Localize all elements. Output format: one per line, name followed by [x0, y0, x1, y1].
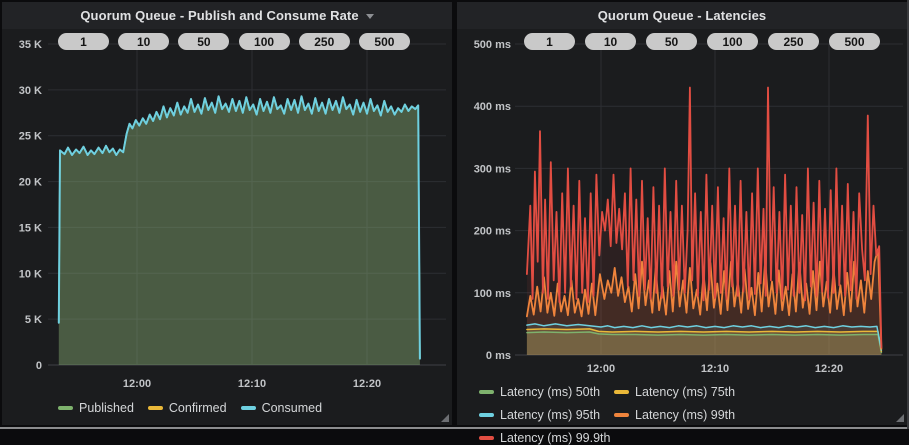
- annotation-pill-500[interactable]: 500: [358, 33, 410, 50]
- legend-item[interactable]: Latency (ms) 99.9th: [479, 431, 610, 445]
- legend-swatch-icon: [240, 406, 256, 410]
- x-tick-label: 12:00: [123, 378, 151, 390]
- Latency (ms) 75th-line: [526, 328, 883, 353]
- x-tick-label: 12:10: [238, 378, 266, 390]
- legend-label: Confirmed: [168, 401, 227, 415]
- window-right-edge: [907, 0, 909, 429]
- y-tick-label: 5 K: [25, 314, 42, 326]
- x-tick-label: 12:00: [587, 363, 615, 375]
- rate-legend: Published Confirmed Consumed: [58, 401, 438, 415]
- y-tick-label: 20 K: [19, 177, 42, 189]
- y-tick-label: 100 ms: [474, 288, 511, 300]
- legend-label: Consumed: [261, 401, 323, 415]
- annotation-pill-1[interactable]: 1: [524, 33, 575, 50]
- panel-resize-handle[interactable]: [896, 414, 904, 422]
- annotation-pill-1[interactable]: 1: [58, 33, 109, 50]
- legend-label: Latency (ms) 99th: [635, 408, 736, 422]
- latency-legend: Latency (ms) 50th Latency (ms) 75th Latenc…: [479, 385, 851, 445]
- panel-title[interactable]: Quorum Queue - Publish and Consume Rate: [80, 8, 359, 23]
- annotation-pill-500[interactable]: 500: [829, 33, 880, 50]
- message-size-pill-row: 1 10 50 100 250 500: [524, 33, 880, 50]
- message-size-pill-row: 1 10 50 100 250 500: [58, 33, 410, 50]
- y-tick-label: 0 ms: [486, 350, 511, 362]
- rate-chart[interactable]: 05 K10 K15 K20 K25 K30 K35 K12:00 12:10 12…: [2, 2, 452, 425]
- panel-header[interactable]: Quorum Queue - Latencies: [457, 2, 907, 29]
- Consumed-fill: [58, 96, 420, 366]
- legend-item[interactable]: Consumed: [240, 401, 323, 415]
- y-tick-label: 25 K: [19, 131, 42, 143]
- legend-item[interactable]: Latency (ms) 99th: [614, 408, 735, 422]
- latency-chart[interactable]: 0 ms 100 ms 200 ms 300 ms 400 ms 500 ms 12:00 1…: [457, 2, 907, 425]
- legend-item[interactable]: Latency (ms) 50th: [479, 385, 600, 399]
- y-tick-label: 10 K: [19, 268, 42, 280]
- legend-swatch-icon: [147, 406, 163, 410]
- Latency (ms) 50th-line: [526, 331, 883, 354]
- Confirmed-fill: [58, 96, 420, 366]
- Latency (ms) 99.9th-line: [526, 86, 883, 349]
- y-tick-label: 200 ms: [474, 226, 511, 238]
- legend-swatch-icon: [58, 406, 73, 410]
- y-tick-label: 500 ms: [474, 39, 511, 51]
- Latency (ms) 95th-line: [526, 323, 883, 351]
- legend-swatch-icon: [479, 436, 494, 440]
- legend-swatch-icon: [614, 413, 630, 417]
- x-tick-label: 12:10: [701, 363, 729, 375]
- legend-label: Published: [79, 401, 134, 415]
- panel-menu-caret-icon[interactable]: [365, 14, 374, 19]
- latency-chart-area[interactable]: 0 ms 100 ms 200 ms 300 ms 400 ms 500 ms 12:00 1…: [457, 2, 907, 425]
- legend-item[interactable]: Latency (ms) 95th: [479, 408, 600, 422]
- y-tick-label: 15 K: [19, 222, 42, 234]
- legend-item[interactable]: Latency (ms) 75th: [614, 385, 735, 399]
- legend-label: Latency (ms) 95th: [500, 408, 601, 422]
- panel-header[interactable]: Quorum Queue - Publish and Consume Rate: [2, 2, 452, 29]
- legend-swatch-icon: [614, 390, 630, 394]
- legend-item[interactable]: Published: [58, 401, 134, 415]
- panel-latencies: 0 ms 100 ms 200 ms 300 ms 400 ms 500 ms 12:00 1…: [457, 2, 907, 445]
- legend-label: Latency (ms) 99.9th: [500, 431, 611, 445]
- annotation-pill-10[interactable]: 10: [585, 33, 636, 50]
- y-tick-label: 300 ms: [474, 163, 511, 175]
- annotation-pill-10[interactable]: 10: [118, 33, 170, 50]
- legend-item[interactable]: Confirmed: [147, 401, 227, 415]
- panel-title[interactable]: Quorum Queue - Latencies: [597, 8, 767, 23]
- legend-label: Latency (ms) 75th: [635, 385, 736, 399]
- y-tick-label: 30 K: [19, 85, 42, 97]
- x-tick-label: 12:20: [815, 363, 843, 375]
- x-tick-label: 12:20: [353, 378, 381, 390]
- legend-label: Latency (ms) 50th: [500, 385, 601, 399]
- Latency (ms) 50th-fill: [526, 332, 882, 355]
- annotation-pill-100[interactable]: 100: [707, 33, 758, 50]
- annotation-pill-50[interactable]: 50: [646, 33, 697, 50]
- annotation-pill-50[interactable]: 50: [178, 33, 230, 50]
- legend-swatch-icon: [479, 390, 494, 394]
- annotation-pill-100[interactable]: 100: [238, 33, 290, 50]
- y-tick-label: 35 K: [19, 39, 42, 51]
- window-bottom-edge: [0, 427, 909, 429]
- Published-fill: [58, 96, 420, 366]
- y-tick-label: 0: [36, 360, 42, 372]
- annotation-pill-250[interactable]: 250: [298, 33, 350, 50]
- legend-swatch-icon: [479, 413, 494, 417]
- panel-resize-handle[interactable]: [441, 414, 449, 422]
- y-tick-label: 400 ms: [474, 101, 511, 113]
- Latency (ms) 99th-line: [526, 248, 883, 350]
- annotation-pill-250[interactable]: 250: [768, 33, 819, 50]
- Consumed-line: [57, 95, 421, 360]
